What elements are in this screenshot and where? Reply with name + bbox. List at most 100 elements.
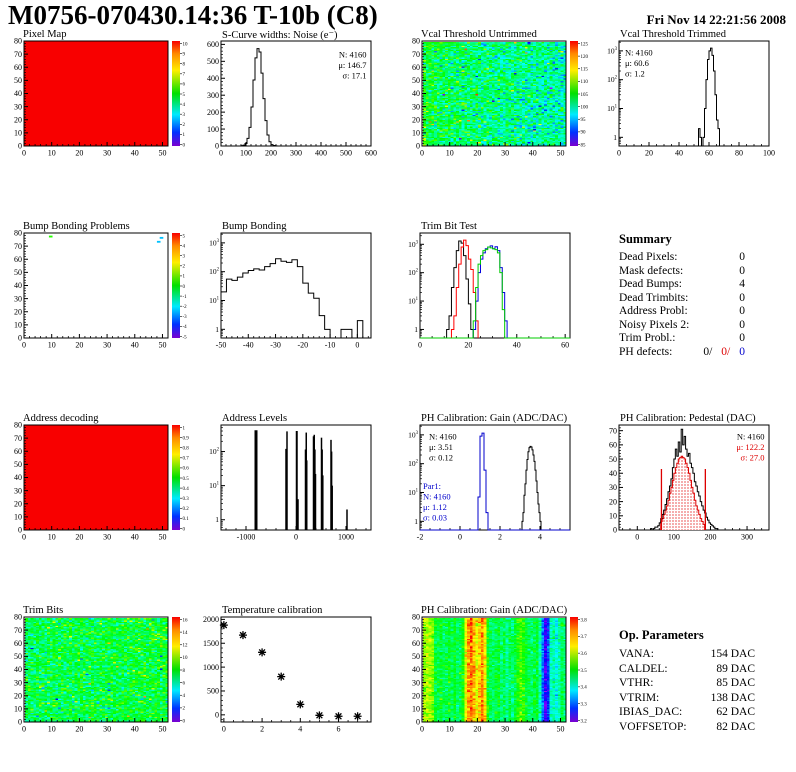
- svg-text:20: 20: [473, 149, 481, 158]
- plot-title: Bump Bonding: [222, 221, 287, 232]
- svg-text:200: 200: [207, 108, 219, 117]
- svg-text:0: 0: [458, 533, 462, 542]
- plot-title: PH Calibration: Pedestal (DAC): [620, 413, 756, 424]
- plot-trim-bit-test: Trim Bit Test 0 20 40 60 1 101 102 103: [398, 220, 597, 380]
- page-title: M0756-070430.14:36 T-10b (C8): [8, 0, 378, 30]
- svg-text:300: 300: [741, 533, 753, 542]
- svg-text:300: 300: [207, 91, 219, 100]
- svg-text:30: 30: [412, 102, 420, 111]
- svg-text:30: 30: [103, 725, 111, 734]
- svg-text:-40: -40: [243, 341, 254, 350]
- svg-text:50: 50: [158, 533, 166, 542]
- svg-text:100: 100: [668, 533, 680, 542]
- svg-text:-2: -2: [183, 305, 188, 310]
- svg-text:30: 30: [103, 149, 111, 158]
- svg-text:80: 80: [412, 37, 420, 46]
- svg-text:2: 2: [498, 533, 502, 542]
- svg-text:95: 95: [581, 118, 587, 123]
- svg-text:20: 20: [75, 341, 83, 350]
- svg-text:50: 50: [158, 341, 166, 350]
- svg-text:0: 0: [18, 718, 22, 727]
- svg-text:10: 10: [183, 656, 189, 661]
- panel-row: Trim Probl.: 0: [619, 332, 745, 344]
- plot-title: Pixel Map: [23, 29, 67, 40]
- svg-text:0.7: 0.7: [183, 457, 190, 462]
- svg-text:4: 4: [183, 694, 186, 699]
- svg-text:10: 10: [14, 321, 22, 330]
- svg-text:40: 40: [412, 665, 420, 674]
- svg-text:40: 40: [529, 725, 537, 734]
- svg-text:3.2: 3.2: [581, 719, 588, 724]
- svg-text:3.7: 3.7: [581, 635, 588, 640]
- svg-text:120: 120: [581, 55, 589, 60]
- svg-text:0: 0: [18, 142, 22, 151]
- svg-text:20: 20: [464, 341, 472, 350]
- svg-text:40: 40: [675, 149, 683, 158]
- svg-text:0.5: 0.5: [183, 477, 190, 482]
- op-parameters-panel: Op. Parameters VANA: 154 DAC CALDEL: 89 DAC…: [597, 604, 796, 764]
- svg-text:1: 1: [613, 133, 617, 142]
- plot-ph-calibration-gain-hist: PH Calibration: Gain (ADC/DAC) -2 0 2 4 1 101 1…: [398, 412, 597, 572]
- plot-ph-calibration-gain-map: PH Calibration: Gain (ADC/DAC) 3.8 3.7 3.6 3…: [398, 604, 597, 764]
- svg-text:100: 100: [207, 125, 219, 134]
- svg-text:0: 0: [420, 725, 424, 734]
- svg-text:102: 102: [209, 447, 220, 456]
- svg-text:85: 85: [581, 143, 587, 148]
- panel-row: VANA: 154 DAC: [619, 648, 755, 660]
- svg-text:7: 7: [183, 73, 186, 78]
- svg-text:1: 1: [215, 325, 219, 334]
- svg-text:μ: 3.51: μ: 3.51: [429, 442, 453, 452]
- svg-text:μ: 122.2: μ: 122.2: [736, 442, 764, 452]
- svg-text:80: 80: [14, 613, 22, 622]
- svg-text:30: 30: [14, 678, 22, 687]
- svg-text:60: 60: [14, 63, 22, 72]
- svg-text:6: 6: [337, 725, 341, 734]
- plot-title: Address Levels: [222, 413, 288, 424]
- svg-text:30: 30: [412, 678, 420, 687]
- svg-text:60: 60: [412, 639, 420, 648]
- svg-text:100: 100: [240, 149, 252, 158]
- svg-text:0: 0: [294, 533, 298, 542]
- svg-text:3.4: 3.4: [581, 686, 588, 691]
- svg-text:4: 4: [538, 533, 542, 542]
- svg-text:3.6: 3.6: [581, 652, 588, 657]
- svg-text:70: 70: [14, 50, 22, 59]
- svg-text:0: 0: [355, 341, 359, 350]
- svg-text:40: 40: [412, 89, 420, 98]
- plot-vcal-threshold-untrimmed: Vcal Threshold Untrimmed 125 120 115 110 105 1…: [398, 28, 597, 188]
- svg-text:600: 600: [207, 40, 219, 49]
- svg-text:2000: 2000: [203, 615, 219, 624]
- svg-text:400: 400: [207, 74, 219, 83]
- svg-text:1: 1: [183, 426, 186, 431]
- svg-text:10: 10: [48, 725, 56, 734]
- svg-text:30: 30: [14, 102, 22, 111]
- svg-text:4: 4: [183, 244, 186, 249]
- panel-row: VTRIM: 138 DAC: [619, 691, 755, 704]
- plot-title: Vcal Threshold Untrimmed: [421, 29, 537, 40]
- svg-text:20: 20: [645, 149, 653, 158]
- svg-text:10: 10: [412, 705, 420, 714]
- svg-text:0: 0: [18, 334, 22, 343]
- svg-text:1000: 1000: [338, 533, 354, 542]
- svg-text:60: 60: [14, 447, 22, 456]
- svg-text:8: 8: [183, 63, 186, 68]
- svg-text:3.3: 3.3: [581, 702, 588, 707]
- svg-text:30: 30: [103, 341, 111, 350]
- svg-text:50: 50: [556, 725, 564, 734]
- svg-text:3.5: 3.5: [581, 669, 588, 674]
- panel-row: Address Probl: 0: [619, 305, 745, 317]
- plot-title: Temperature calibration: [222, 605, 323, 616]
- svg-text:50: 50: [412, 652, 420, 661]
- svg-text:-30: -30: [270, 341, 281, 350]
- plot-title: PH Calibration: Gain (ADC/DAC): [421, 605, 568, 616]
- svg-text:101: 101: [209, 296, 220, 305]
- svg-text:-50: -50: [216, 341, 227, 350]
- svg-text:60: 60: [14, 255, 22, 264]
- svg-text:102: 102: [408, 459, 419, 468]
- svg-text:30: 30: [609, 483, 617, 492]
- svg-text:50: 50: [556, 149, 564, 158]
- svg-text:10: 10: [609, 512, 617, 521]
- plot-scurve-noise: S-Curve widths: Noise (e⁻) 0 100 200 300 400 5…: [199, 28, 398, 188]
- svg-text:60: 60: [609, 441, 617, 450]
- svg-text:N: 4160: N: 4160: [737, 431, 765, 441]
